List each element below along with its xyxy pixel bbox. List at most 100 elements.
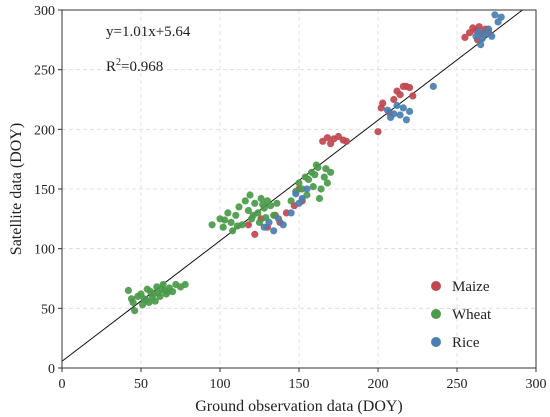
maize-point (251, 230, 259, 238)
legend-marker-maize (431, 281, 441, 291)
rice-point (260, 223, 268, 231)
wheat-point (309, 183, 317, 191)
rice-point (475, 27, 483, 36)
fit-line-group (61, 9, 523, 362)
y-tick-label: 0 (48, 362, 55, 377)
legend-label-wheat: Wheat (452, 307, 492, 323)
wheat-point (227, 218, 235, 226)
x-tick-label: 200 (368, 377, 389, 392)
rice-point (399, 104, 407, 112)
y-tick-label: 200 (34, 123, 55, 138)
wheat-point (315, 194, 324, 203)
r-squared-annotation: R2=0.968 (106, 57, 163, 75)
wheat-point (181, 280, 189, 289)
wheat-point (233, 222, 241, 230)
rice-point (265, 218, 273, 226)
maize-point (406, 84, 414, 92)
rice-point (485, 25, 493, 33)
series-rice (260, 11, 505, 235)
wheat-point (255, 218, 264, 226)
wheat-point (259, 200, 267, 209)
wheat-point (287, 197, 295, 205)
regression-line (61, 9, 523, 362)
wheat-point (246, 191, 254, 199)
maize-point (396, 91, 404, 99)
maize-point (244, 221, 252, 229)
series-wheat (124, 161, 335, 315)
x-tick-label: 300 (526, 377, 547, 392)
y-tick-label: 250 (34, 64, 55, 79)
legend-label-maize: Maize (452, 279, 490, 295)
wheat-point (127, 295, 136, 303)
maize-point (342, 137, 350, 145)
wheat-point (249, 211, 257, 219)
rice-point (287, 209, 295, 217)
wheat-point (241, 197, 249, 205)
rice-point (274, 215, 283, 223)
y-tick-label: 300 (34, 4, 55, 19)
maize-point (409, 92, 417, 100)
rice-point (279, 221, 287, 229)
wheat-point (229, 227, 237, 235)
rice-point (270, 227, 278, 235)
wheat-point (124, 286, 132, 294)
rice-point (497, 13, 505, 21)
rice-point (383, 106, 392, 114)
regression-equation: y=1.01x+5.64 (106, 24, 191, 40)
wheat-point (320, 173, 328, 181)
maize-point (390, 95, 398, 104)
rice-point (396, 111, 404, 119)
wheat-point (157, 285, 166, 293)
wheat-point (235, 203, 243, 211)
rice-point (488, 32, 496, 40)
wheat-point (232, 211, 240, 219)
maize-point (374, 128, 382, 136)
wheat-point (219, 223, 227, 231)
wheat-point (244, 206, 252, 215)
rice-point (303, 185, 311, 193)
rice-point (477, 41, 485, 49)
x-tick-label: 0 (59, 377, 66, 392)
wheat-point (295, 179, 303, 187)
x-tick-label: 50 (134, 377, 148, 392)
rice-point (402, 116, 410, 124)
wheat-point (151, 297, 159, 305)
rice-point (429, 82, 437, 90)
rice-point (390, 110, 398, 118)
wheat-point (251, 199, 259, 207)
rice-point (292, 190, 300, 198)
wheat-point (317, 185, 325, 193)
wheat-point (164, 288, 172, 296)
series-maize (244, 23, 493, 238)
wheat-point (221, 216, 229, 224)
wheat-point (224, 209, 232, 217)
wheat-point (304, 175, 313, 184)
rice-point (298, 194, 306, 203)
maize-point (461, 33, 469, 42)
wheat-point (257, 194, 265, 203)
axis-ticks: 0 50 100 150 200 250 300 0 50 100 150 200 250 300 (34, 4, 547, 392)
wheat-point (273, 199, 281, 207)
x-tick-label: 150 (289, 377, 310, 392)
maize-point (323, 134, 331, 142)
legend-marker-rice (431, 337, 441, 347)
wheat-point (208, 221, 216, 229)
wheat-point (131, 307, 139, 315)
rice-point (393, 101, 401, 110)
x-tick-label: 100 (210, 377, 231, 392)
legend-label-rice: Rice (452, 335, 480, 351)
y-tick-label: 150 (34, 183, 55, 198)
wheat-point (322, 165, 330, 173)
y-tick-label: 50 (41, 302, 55, 317)
x-axis-label: Ground observation data (DOY) (195, 398, 403, 415)
wheat-point (323, 179, 331, 187)
wheat-point (312, 161, 320, 169)
y-axis-label: Satellite data (DOY) (8, 123, 25, 255)
legend: Maize Wheat Rice (431, 279, 492, 351)
maize-point (379, 99, 387, 107)
legend-marker-wheat (431, 309, 441, 319)
y-tick-label: 100 (34, 243, 55, 258)
wheat-point (267, 202, 275, 210)
